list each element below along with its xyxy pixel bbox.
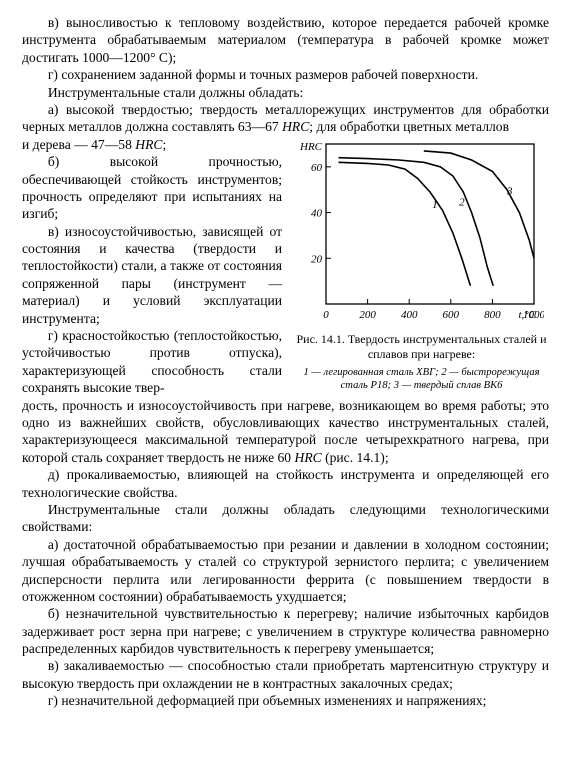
para-a2: и дерева — 47—58 HRC; <box>22 136 282 153</box>
para-v2: в) износоустойчивостью, зависящей от сос… <box>22 223 282 327</box>
hrc-abbr: HRC <box>282 119 309 134</box>
svg-text:20: 20 <box>311 253 323 265</box>
svg-text:400: 400 <box>401 309 418 321</box>
two-column-row: и дерева — 47—58 HRC; б) высокой прочнос… <box>22 136 549 397</box>
para-tech-b: б) незначительной чувствительностью к пе… <box>22 605 549 657</box>
figure-caption: Рис. 14.1. Твердость инструментальных ст… <box>294 332 549 362</box>
para-intro: Инструментальные стали должны обладать: <box>22 84 549 101</box>
svg-text:2: 2 <box>459 196 465 208</box>
svg-text:40: 40 <box>311 207 323 219</box>
para-a: а) высокой твердостью; твердость металло… <box>22 101 549 136</box>
para-d: д) прокаливаемостью, влияющей на стойкос… <box>22 466 549 501</box>
para-g: г) сохранением заданной формы и точных р… <box>22 66 549 83</box>
svg-text:3: 3 <box>506 185 513 197</box>
para-g2-cont: дость, прочность и износоустойчивость пр… <box>22 397 549 467</box>
para-g2: г) красностойкостью (теплостойкостью, ус… <box>22 327 282 397</box>
svg-text:200: 200 <box>359 309 376 321</box>
hardness-chart: 204060HRC20040060080010000t,°C123 <box>294 136 544 326</box>
svg-text:t,°C: t,°C <box>519 309 537 321</box>
figure-legend: 1 — легированная сталь ХВГ; 2 — быстроре… <box>294 367 549 393</box>
para-b: б) высокой прочностью, обеспечивающей ст… <box>22 153 282 223</box>
left-text-column: и дерева — 47—58 HRC; б) высокой прочнос… <box>22 136 282 397</box>
svg-text:800: 800 <box>484 309 501 321</box>
svg-text:1: 1 <box>432 199 438 211</box>
para-tech-intro: Инструментальные стали должны обладать с… <box>22 501 549 536</box>
figure-column: 204060HRC20040060080010000t,°C123 Рис. 1… <box>294 136 549 393</box>
t: дость, прочность и износоустойчивость пр… <box>22 398 549 465</box>
svg-text:600: 600 <box>443 309 460 321</box>
hrc-abbr: HRC <box>295 450 322 465</box>
para-tech-v: в) закаливаемостью — способностью стали … <box>22 657 549 692</box>
svg-text:0: 0 <box>323 309 329 321</box>
para-v: в) выносливостью к тепловому воздействию… <box>22 14 549 66</box>
para-tech-g: г) незначительной деформацией при объемн… <box>22 692 549 709</box>
svg-text:60: 60 <box>311 162 323 174</box>
hrc-abbr: HRC <box>135 137 162 152</box>
para-tech-a: а) достаточной обрабатываемостью при рез… <box>22 536 549 606</box>
t: и дерева — 47—58 <box>22 137 135 152</box>
t: (рис. 14.1); <box>322 450 389 465</box>
svg-text:HRC: HRC <box>299 141 323 153</box>
page-body: в) выносливостью к тепловому воздействию… <box>0 0 571 730</box>
t: ; для обработки цветных металлов <box>309 119 509 134</box>
t: ; <box>162 137 166 152</box>
